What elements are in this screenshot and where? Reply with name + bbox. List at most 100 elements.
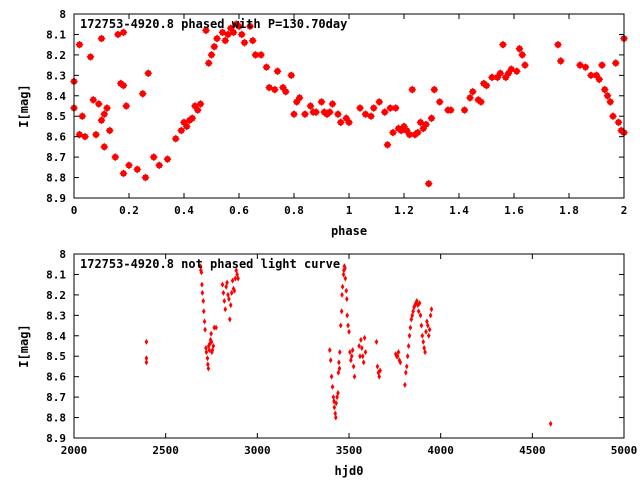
unphased-y-axis-label: I[mag] [17,324,31,367]
x-tick-label: 4000 [427,444,454,457]
phased-x-axis-label: phase [331,224,367,238]
phased-data-points [70,20,628,188]
data-point [92,130,100,139]
data-point [306,102,315,110]
data-point [344,287,349,294]
data-point [600,85,609,94]
data-point [515,44,524,53]
y-tick-label: 8.6 [46,371,66,384]
data-point [125,161,133,170]
unphased-light-curve-panel: 2000 2500 3000 3500 4000 4500 5000 88.18.28.38… [17,248,637,478]
data-point [357,343,361,349]
data-point [111,153,120,162]
data-point [340,291,344,298]
data-point [340,283,345,290]
data-point [141,173,150,182]
x-tick-label: 3500 [336,444,363,457]
data-point [270,85,279,94]
data-point [188,114,197,123]
data-point [212,324,217,331]
data-point [171,134,180,143]
data-point [206,361,210,368]
data-point [556,57,565,65]
unphased-data-points [144,263,553,427]
unphased-plot-title: 172753-4920.8 not phased light curve [80,257,340,271]
data-point [330,383,335,390]
data-point [97,34,106,43]
y-tick-label: 8.4 [46,330,66,343]
data-point [347,328,351,335]
y-tick-label: 8.1 [46,268,66,281]
data-point [248,36,257,45]
data-point [343,265,347,272]
y-tick-label: 8.7 [46,391,66,404]
data-point [198,263,203,270]
data-point [202,318,207,325]
y-tick-label: 8.5 [46,350,66,363]
data-point [406,343,411,349]
x-tick-label: 0.4 [174,204,194,217]
data-point [435,97,444,106]
data-point [345,312,349,319]
data-point [119,169,128,178]
data-point [339,308,344,315]
data-point [428,312,433,319]
data-point [380,108,389,117]
data-point [496,69,505,78]
data-point [144,355,149,362]
data-point [413,128,422,137]
data-point [206,365,211,372]
data-point [325,108,334,117]
data-point [144,359,149,366]
data-point [345,295,349,302]
data-point [405,353,410,360]
data-point [606,97,615,106]
data-point [346,322,350,329]
data-point [203,326,207,333]
y-tick-label: 8.2 [46,49,66,62]
data-point [301,110,309,119]
y-tick-label: 8.6 [46,131,66,144]
data-point [200,289,205,296]
data-point [100,142,109,151]
data-point [207,50,216,59]
data-point [251,50,260,59]
y-tick-label: 8.1 [46,28,66,41]
y-tick-label: 8.8 [46,412,66,425]
data-point [119,28,128,37]
data-point [312,108,320,117]
data-point [386,104,395,113]
data-point [598,61,606,70]
y-tick-label: 8.5 [46,110,66,123]
data-point [363,349,368,356]
data-point [352,373,357,380]
data-point [446,106,455,115]
data-point [362,334,367,341]
data-point [611,59,620,68]
data-point [427,114,436,123]
data-point [229,28,238,37]
data-point [414,300,418,307]
data-point [603,91,612,100]
data-point [155,161,164,170]
data-point [205,355,210,362]
data-point [75,40,84,49]
data-point [404,363,409,370]
data-point [281,87,290,96]
data-point [374,338,379,345]
x-tick-label: 5000 [611,444,638,457]
data-point [237,30,246,39]
data-point [408,85,417,94]
data-point [331,394,336,401]
data-point [426,322,430,329]
data-point [273,67,282,76]
unphased-x-axis-label: hjd0 [335,464,364,478]
y-tick-label: 8 [59,248,66,261]
data-point [548,420,553,427]
data-point [317,97,326,106]
phased-x-axis: 0 0.2 0.4 0.6 0.8 1 1.2 1.4 1.6 1.8 2 [71,14,627,217]
data-point [477,97,485,106]
data-point [193,106,202,115]
data-point [351,363,356,370]
phased-y-axis: 8 8.1 8.2 8.3 8.4 8.5 8.6 8.7 8.8 8.9 [46,8,624,205]
